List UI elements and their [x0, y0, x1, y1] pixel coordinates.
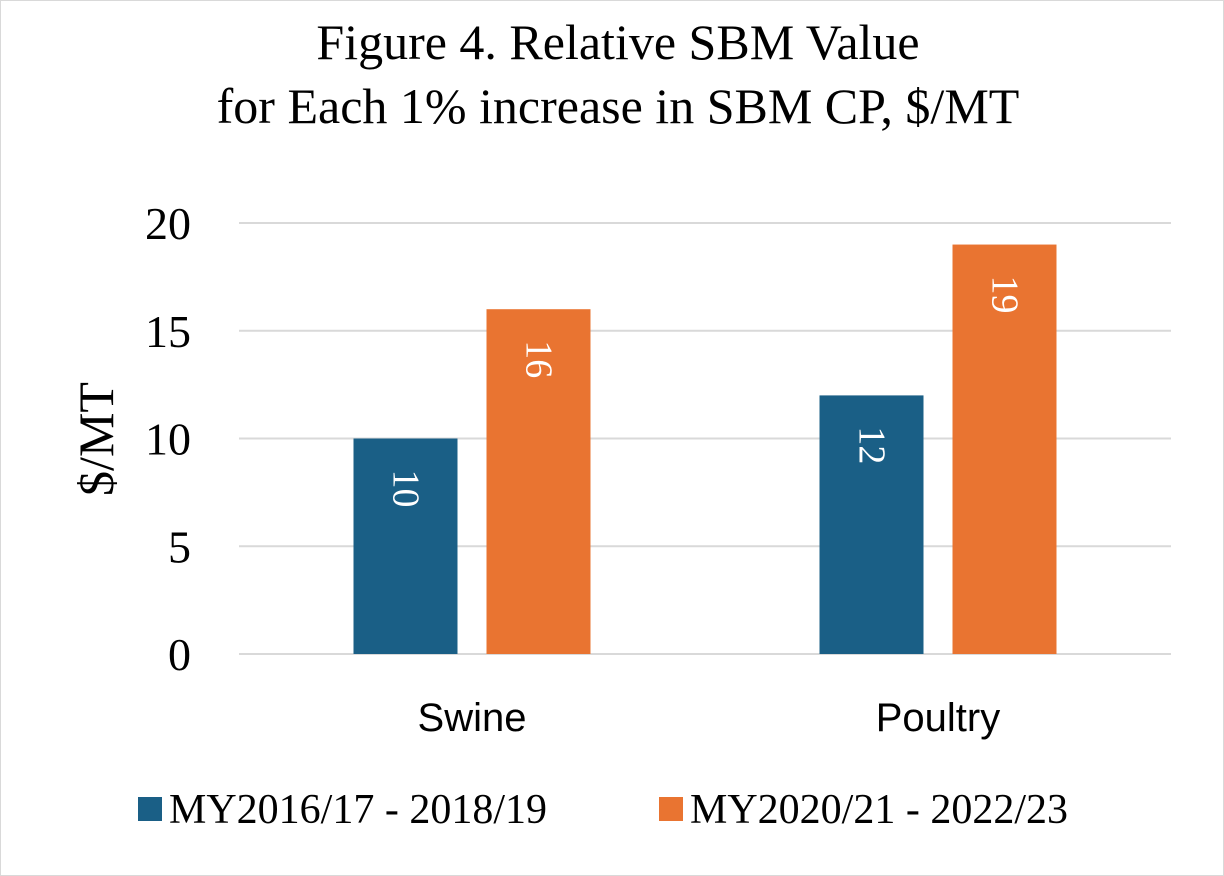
- data-label: 10: [385, 470, 427, 508]
- data-label: 12: [851, 426, 893, 464]
- y-axis-ticks: 0 5 10 15 20: [145, 198, 191, 680]
- chart-title-line-2: for Each 1% increase in SBM CP, $/MT: [217, 78, 1020, 134]
- bars: [353, 244, 1057, 655]
- data-labels: 10 16 12 19: [385, 276, 1026, 508]
- bar-swine-series-1: [353, 438, 458, 654]
- y-tick-label: 0: [168, 629, 191, 680]
- y-tick-label: 5: [168, 521, 191, 572]
- legend-label: MY2020/21 - 2022/23: [690, 787, 1068, 833]
- legend-swatch: [659, 797, 683, 821]
- chart-title-line-1: Figure 4. Relative SBM Value: [316, 14, 919, 70]
- bar-poultry-series-2: [952, 244, 1057, 655]
- bar-swine-series-2: [486, 309, 591, 654]
- legend-swatch: [138, 797, 162, 821]
- x-category-label: Swine: [418, 696, 527, 740]
- x-axis-categories: Swine Poultry: [418, 696, 1001, 740]
- y-tick-label: 20: [145, 198, 191, 249]
- y-axis-title: $/MT: [68, 382, 124, 496]
- legend-label: MY2016/17 - 2018/19: [169, 787, 547, 833]
- y-tick-label: 15: [145, 306, 191, 357]
- data-label: 19: [984, 276, 1026, 314]
- x-category-label: Poultry: [876, 696, 1001, 740]
- y-tick-label: 10: [145, 414, 191, 465]
- bar-poultry-series-1: [819, 395, 924, 654]
- legend: MY2016/17 - 2018/19 MY2020/21 - 2022/23: [138, 787, 1068, 833]
- data-label: 16: [518, 340, 560, 378]
